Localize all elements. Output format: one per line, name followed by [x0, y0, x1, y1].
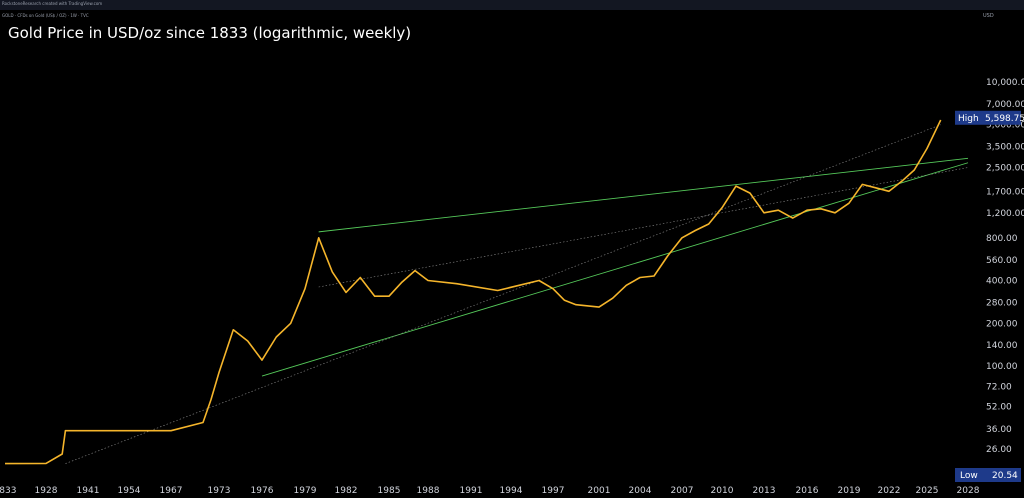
- source-line: RockstoneResearch created with TradingVi…: [2, 1, 103, 6]
- y-tick-label: 2,500.00: [986, 163, 1024, 173]
- x-tick-label: 1954: [118, 486, 141, 496]
- y-tick-label: 800.00: [986, 234, 1018, 244]
- symbol-line: GOLD · CFDs on Gold (US$ / OZ) · 1W · TV…: [2, 13, 89, 18]
- x-tick-label: 1997: [542, 486, 565, 496]
- price-line: [4, 119, 942, 465]
- y-tick-label: 140.00: [986, 341, 1018, 351]
- low-marker-label: Low: [960, 471, 978, 481]
- y-tick-label: 5,000.00: [986, 121, 1024, 131]
- x-tick-label: 2022: [878, 486, 901, 496]
- x-tick-label: 1941: [77, 486, 100, 496]
- y-tick-label: 400.00: [986, 277, 1018, 287]
- x-tick-label: 2013: [753, 486, 776, 496]
- y-tick-label: 7,000.00: [986, 100, 1024, 110]
- x-tick-label: 1973: [208, 486, 231, 496]
- x-tick-label: 1991: [460, 486, 483, 496]
- x-tick-label: 1928: [35, 486, 58, 496]
- top-bar: RockstoneResearch created with TradingVi…: [0, 0, 1024, 10]
- currency-label: USD: [983, 13, 994, 19]
- x-tick-label: 2028: [957, 486, 980, 496]
- x-tick-label: 1979: [294, 486, 317, 496]
- trendline-3: [318, 167, 969, 288]
- high-marker-box: [955, 110, 1021, 125]
- x-tick-label: 1976: [251, 486, 274, 496]
- y-tick-label: 100.00: [986, 362, 1018, 372]
- x-tick-label: 1967: [160, 486, 183, 496]
- y-tick-label: 200.00: [986, 319, 1018, 329]
- trendline-4: [65, 124, 941, 464]
- x-tick-label: 1994: [500, 486, 523, 496]
- trendline-2: [261, 162, 969, 377]
- high-marker-value: 5,598.75: [985, 114, 1024, 124]
- y-tick-label: 10,000.00: [986, 78, 1024, 88]
- x-tick-label: 1985: [378, 486, 401, 496]
- x-tick-label: 2001: [588, 486, 611, 496]
- y-tick-label: 36.00: [986, 425, 1012, 435]
- x-tick-label: 1988: [417, 486, 440, 496]
- y-tick-label: 3,500.00: [986, 143, 1024, 153]
- x-tick-label: 2007: [671, 486, 694, 496]
- x-tick-label: 2016: [796, 486, 819, 496]
- x-tick-label: 1833: [0, 486, 16, 496]
- y-tick-label: 560.00: [986, 256, 1018, 266]
- trendline-1: [318, 157, 969, 233]
- x-tick-label: 2004: [629, 486, 652, 496]
- x-tick-label: 1982: [335, 486, 358, 496]
- y-tick-label: 26.00: [986, 445, 1012, 455]
- high-marker-label: High: [958, 114, 979, 124]
- chart-title: Gold Price in USD/oz since 1833 (logarit…: [8, 24, 412, 42]
- y-tick-label: 72.00: [986, 382, 1012, 392]
- x-tick-label: 2010: [711, 486, 734, 496]
- y-tick-label: 1,200.00: [986, 209, 1024, 219]
- y-tick-label: 280.00: [986, 299, 1018, 309]
- low-marker-value: 20.54: [992, 471, 1018, 481]
- x-tick-label: 2019: [838, 486, 861, 496]
- y-tick-label: 52.00: [986, 402, 1012, 412]
- low-marker-box: [955, 468, 1021, 482]
- x-tick-label: 2025: [916, 486, 939, 496]
- y-tick-label: 1,700.00: [986, 187, 1024, 197]
